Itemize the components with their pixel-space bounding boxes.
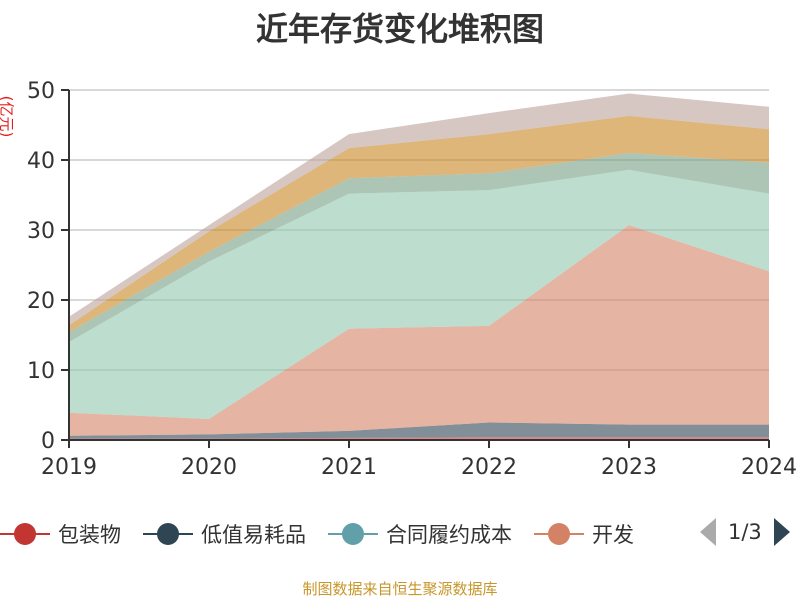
legend-item-3[interactable]: 开发 <box>534 519 634 549</box>
y-tick-label: 40 <box>27 149 55 174</box>
legend-symbol-icon <box>328 523 378 545</box>
x-tick-label: 2019 <box>41 455 97 480</box>
area-series-6 <box>69 115 769 333</box>
x-tick-label: 2024 <box>741 455 797 480</box>
y-tick-label: 0 <box>41 429 55 454</box>
area-series-7 <box>69 93 769 326</box>
legend-symbol-icon <box>0 523 50 545</box>
x-tick-label: 2022 <box>461 455 517 480</box>
legend-page-indicator: 1/3 <box>728 520 762 544</box>
legend-label: 低值易耗品 <box>201 523 306 547</box>
legend-item-2[interactable]: 合同履约成本 <box>328 519 512 549</box>
x-tick-label: 2020 <box>181 455 237 480</box>
legend-symbol-icon <box>143 523 193 545</box>
y-tick-label: 20 <box>27 289 55 314</box>
y-tick-label: 50 <box>27 79 55 104</box>
legend-prev-icon[interactable] <box>700 518 716 546</box>
chart-title: 近年存货变化堆积图 <box>255 10 544 48</box>
legend-item-0[interactable]: 包装物 <box>0 519 121 549</box>
x-tick-label: 2021 <box>321 455 377 480</box>
area-series-1 <box>69 422 769 439</box>
legend-next-icon[interactable] <box>773 518 790 546</box>
legend-label: 开发 <box>592 523 634 547</box>
legend-label: 包装物 <box>58 523 121 547</box>
y-tick-label: 30 <box>27 219 55 244</box>
legend-label: 合同履约成本 <box>386 523 512 547</box>
legend-item-1[interactable]: 低值易耗品 <box>143 519 306 549</box>
area-series-5 <box>69 153 769 342</box>
area-series-3 <box>69 225 769 436</box>
y-tick-label: 10 <box>27 359 55 384</box>
legend-pager: 1/3 <box>700 518 790 546</box>
legend: 包装物 低值易耗品 合同履约成本 开发 <box>0 518 656 550</box>
legend-symbol-icon <box>534 523 584 545</box>
area-series-4 <box>69 169 769 419</box>
x-tick-label: 2023 <box>601 455 657 480</box>
data-source-footer: 制图数据来自恒生聚源数据库 <box>302 580 498 598</box>
